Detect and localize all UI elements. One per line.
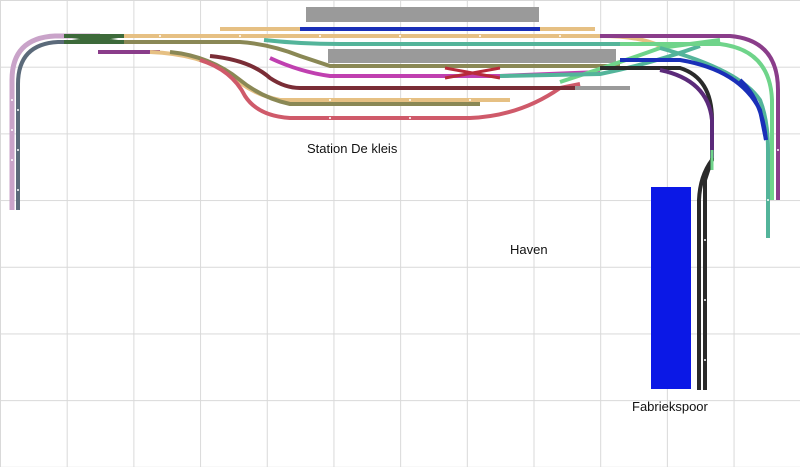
right-mid-loop-track <box>620 42 774 200</box>
factory-spur-track <box>697 158 714 390</box>
left-outer-loop-track <box>9 33 100 210</box>
green-diagonal-track <box>559 38 721 84</box>
olive-lower-track <box>169 50 480 106</box>
olive-main-track <box>124 40 620 68</box>
right-outer-loop-track <box>600 34 780 200</box>
station-label: Station De kleis <box>307 141 398 156</box>
maroon-track <box>209 54 580 90</box>
track-marker-dots <box>11 35 779 361</box>
teal-right-track <box>499 44 701 78</box>
platform-teal-track <box>263 38 620 46</box>
upper-station-platform <box>306 7 539 22</box>
left-crossover-track <box>64 34 124 44</box>
track-group <box>9 27 780 390</box>
right-darkblue-segment <box>738 78 768 141</box>
factory-building <box>651 187 691 389</box>
factory-loop-purple <box>659 68 714 158</box>
fabriek-label: Fabriekspoor <box>632 399 708 414</box>
magenta-crossover <box>444 66 501 80</box>
haven-label: Haven <box>510 242 548 257</box>
pink-lower-track <box>199 58 581 120</box>
middle-station-platform <box>328 49 616 63</box>
left-inner-loop-track <box>16 40 100 210</box>
magenta-track <box>269 56 601 78</box>
